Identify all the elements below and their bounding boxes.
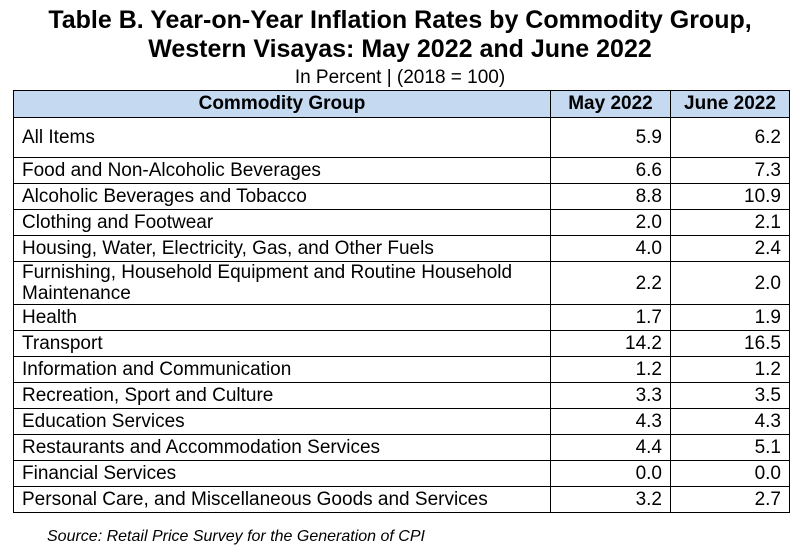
commodity-group-cell: Transport — [13, 330, 551, 357]
table-title: Table B. Year-on-Year Inflation Rates by… — [0, 6, 800, 64]
june-value-cell: 7.3 — [670, 157, 790, 184]
june-value-cell: 0.0 — [670, 460, 790, 487]
table-row: Food and Non-Alcoholic Beverages 6.6 7.3 — [13, 157, 790, 184]
title-line-1: Table B. Year-on-Year Inflation Rates by… — [48, 6, 752, 34]
june-value-cell: 4.3 — [670, 408, 790, 435]
commodity-group-cell: All Items — [13, 117, 551, 158]
table-row: Education Services 4.3 4.3 — [13, 408, 790, 435]
may-value-cell: 4.0 — [550, 235, 671, 262]
may-value-cell: 0.0 — [550, 460, 671, 487]
commodity-group-cell: Furnishing, Household Equipment and Rout… — [13, 261, 551, 305]
table-row: Personal Care, and Miscellaneous Goods a… — [13, 486, 790, 513]
may-value-cell: 3.2 — [550, 486, 671, 513]
june-value-cell: 10.9 — [670, 183, 790, 210]
may-value-cell: 4.4 — [550, 434, 671, 461]
may-value-cell: 6.6 — [550, 157, 671, 184]
header-may-2022: May 2022 — [550, 90, 671, 118]
may-value-cell: 2.2 — [550, 261, 671, 305]
june-value-cell: 6.2 — [670, 117, 790, 158]
header-row: Commodity Group May 2022 June 2022 — [13, 90, 790, 118]
june-value-cell: 5.1 — [670, 434, 790, 461]
title-line-2: Western Visayas: May 2022 and June 2022 — [148, 35, 652, 63]
june-value-cell: 16.5 — [670, 330, 790, 357]
may-value-cell: 8.8 — [550, 183, 671, 210]
may-value-cell: 14.2 — [550, 330, 671, 357]
header-june-2022: June 2022 — [670, 90, 790, 118]
commodity-group-cell: Personal Care, and Miscellaneous Goods a… — [13, 486, 551, 513]
june-value-cell: 2.4 — [670, 235, 790, 262]
commodity-group-cell: Financial Services — [13, 460, 551, 487]
june-value-cell: 2.0 — [670, 261, 790, 305]
june-value-cell: 2.7 — [670, 486, 790, 513]
commodity-group-cell: Clothing and Footwear — [13, 209, 551, 236]
may-value-cell: 4.3 — [550, 408, 671, 435]
inflation-table: Commodity Group May 2022 June 2022 All I… — [13, 90, 790, 513]
may-value-cell: 1.7 — [550, 304, 671, 331]
commodity-group-cell: Health — [13, 304, 551, 331]
commodity-group-cell: Food and Non-Alcoholic Beverages — [13, 157, 551, 184]
commodity-group-cell: Housing, Water, Electricity, Gas, and Ot… — [13, 235, 551, 262]
table-row: All Items 5.9 6.2 — [13, 117, 790, 158]
may-value-cell: 3.3 — [550, 382, 671, 409]
may-value-cell: 1.2 — [550, 356, 671, 383]
table-row: Information and Communication 1.2 1.2 — [13, 356, 790, 383]
source-note: Source: Retail Price Survey for the Gene… — [47, 528, 425, 545]
commodity-group-cell: Restaurants and Accommodation Services — [13, 434, 551, 461]
table-row: Financial Services 0.0 0.0 — [13, 460, 790, 487]
june-value-cell: 1.9 — [670, 304, 790, 331]
june-value-cell: 1.2 — [670, 356, 790, 383]
table-row: Recreation, Sport and Culture 3.3 3.5 — [13, 382, 790, 409]
commodity-group-cell: Alcoholic Beverages and Tobacco — [13, 183, 551, 210]
may-value-cell: 2.0 — [550, 209, 671, 236]
commodity-group-cell: Information and Communication — [13, 356, 551, 383]
may-value-cell: 5.9 — [550, 117, 671, 158]
table-row: Housing, Water, Electricity, Gas, and Ot… — [13, 235, 790, 262]
june-value-cell: 3.5 — [670, 382, 790, 409]
commodity-group-cell: Recreation, Sport and Culture — [13, 382, 551, 409]
table-row: Health 1.7 1.9 — [13, 304, 790, 331]
table-row: Restaurants and Accommodation Services 4… — [13, 434, 790, 461]
table-row: Alcoholic Beverages and Tobacco 8.8 10.9 — [13, 183, 790, 210]
table-subtitle: In Percent | (2018 = 100) — [294, 67, 506, 88]
table-row: Clothing and Footwear 2.0 2.1 — [13, 209, 790, 236]
june-value-cell: 2.1 — [670, 209, 790, 236]
commodity-group-cell: Education Services — [13, 408, 551, 435]
table-row: Furnishing, Household Equipment and Rout… — [13, 261, 790, 305]
table-row: Transport 14.2 16.5 — [13, 330, 790, 357]
header-commodity-group: Commodity Group — [13, 90, 551, 118]
